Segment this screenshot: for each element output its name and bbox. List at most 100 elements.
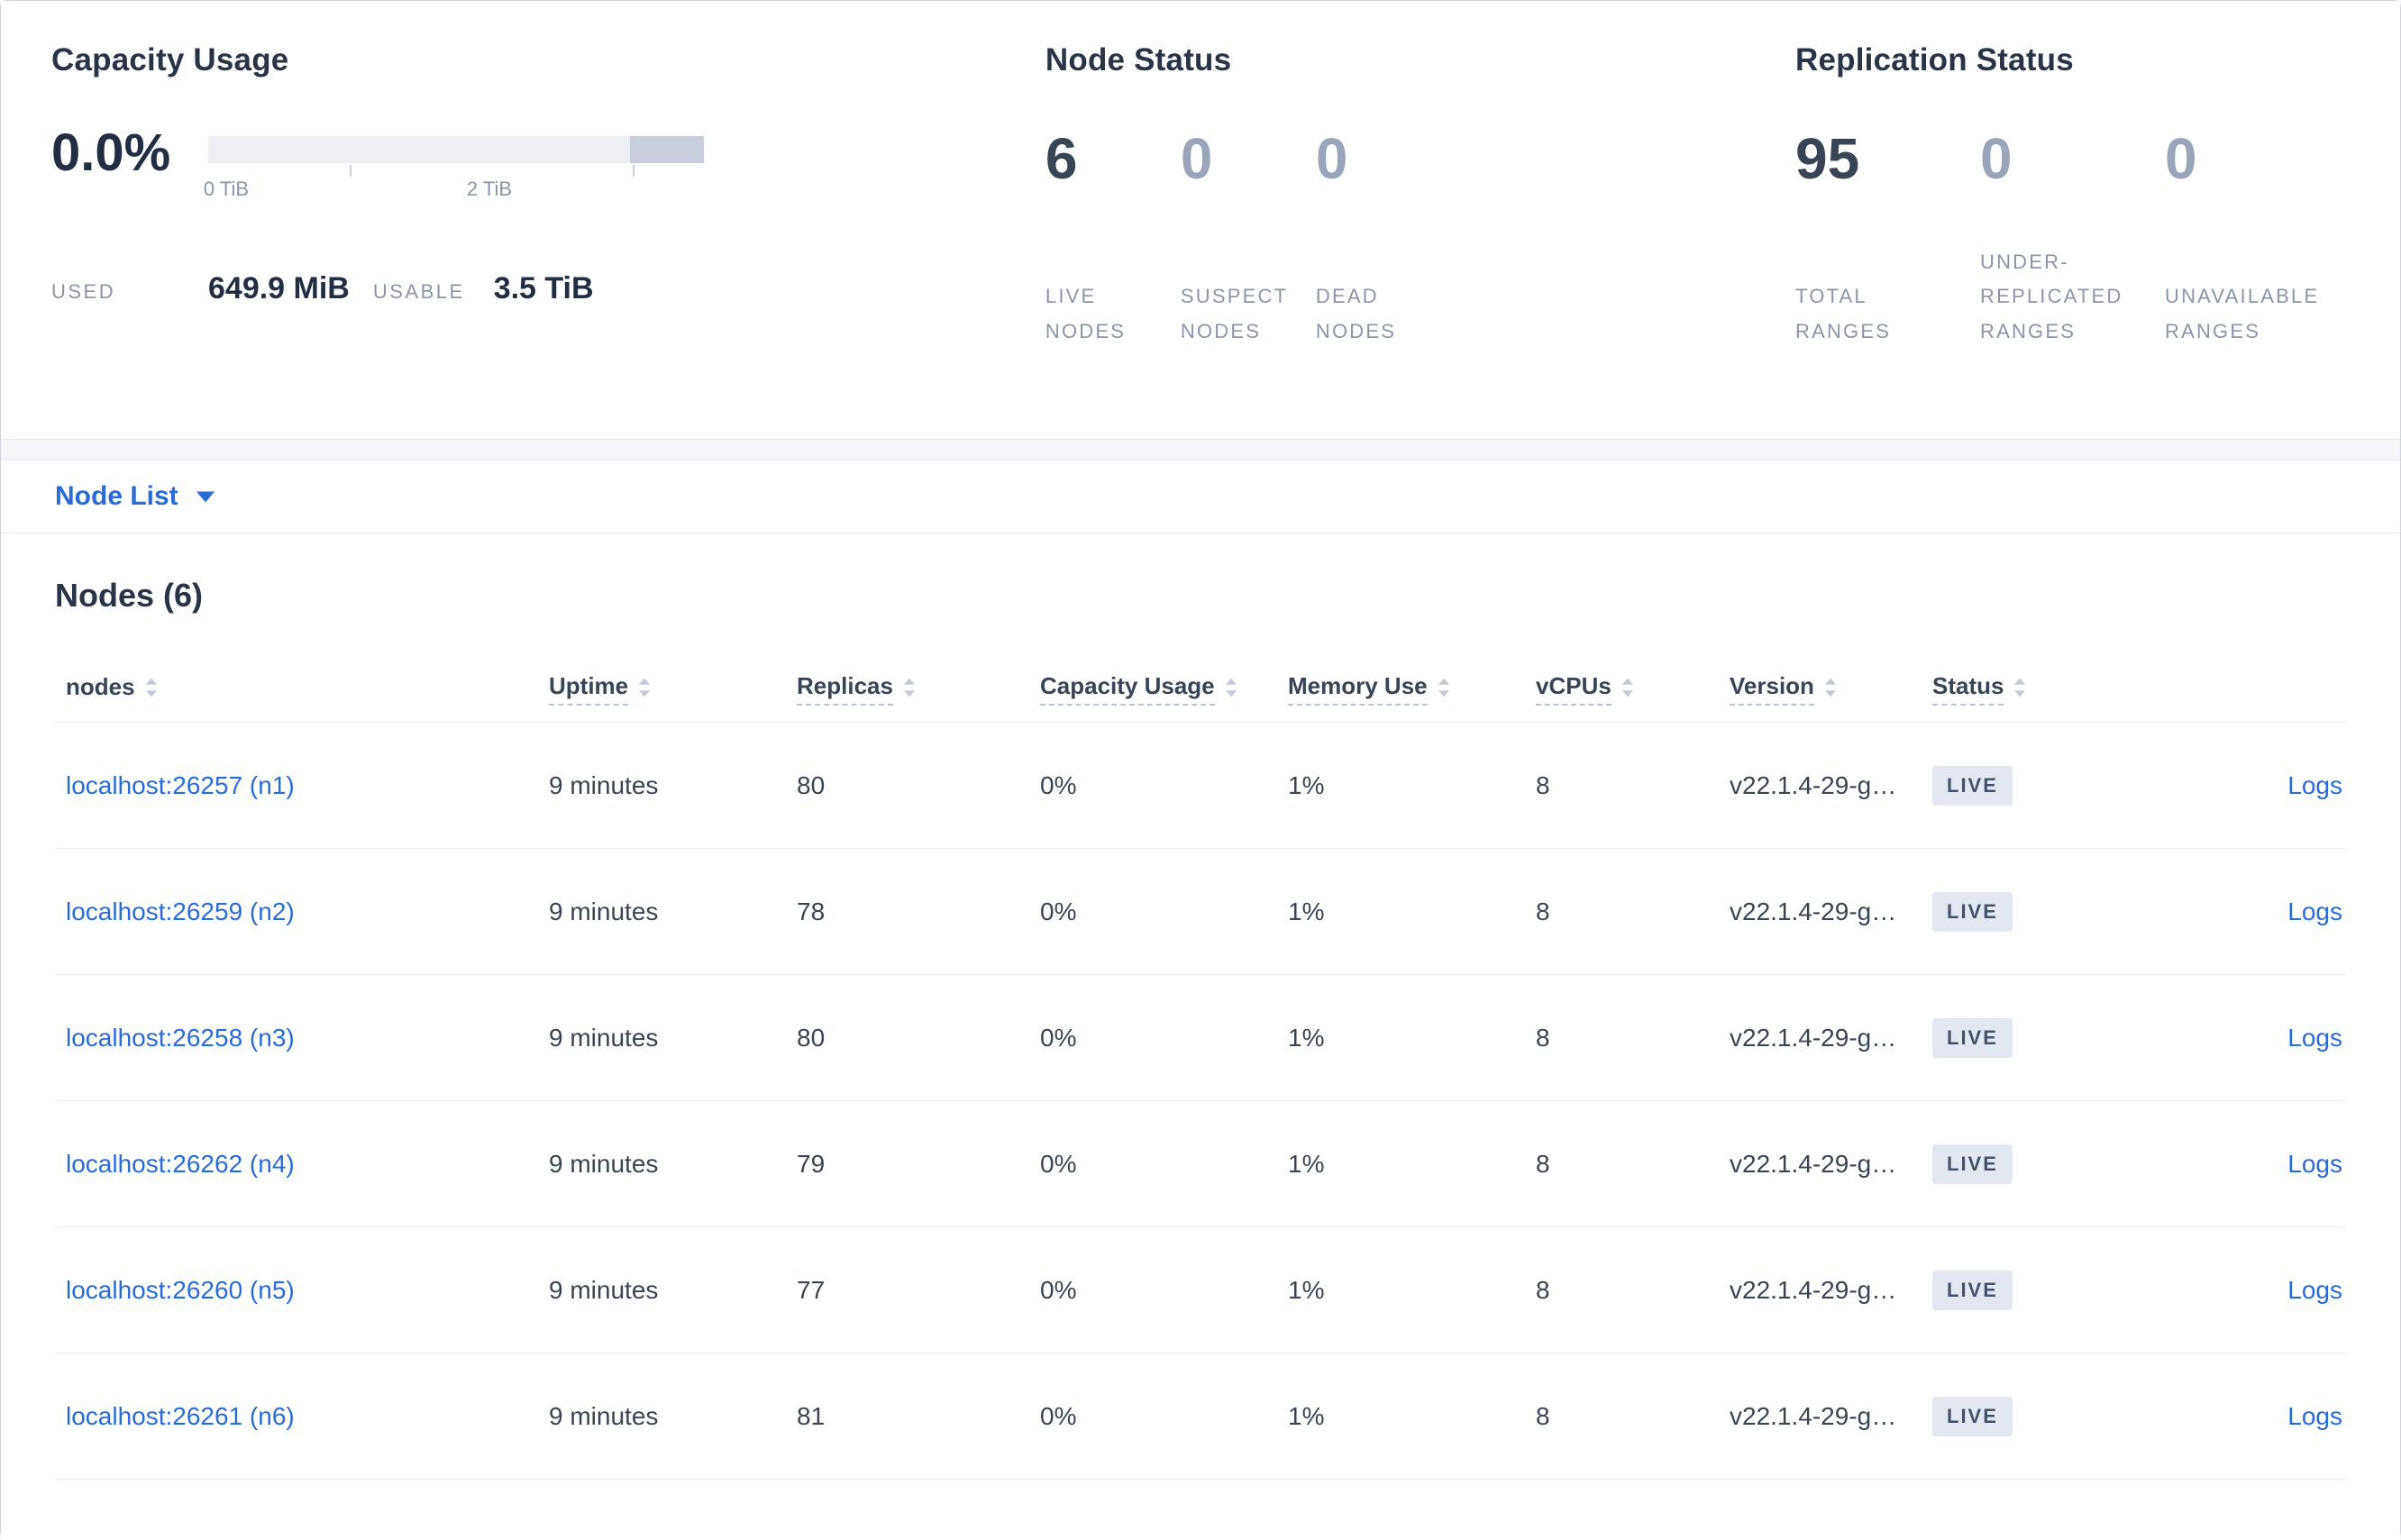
- column-header-memory-use[interactable]: Memory Use: [1288, 672, 1536, 706]
- node-status-card: Node Status 6 LIVE NODES 0 SUSPECT NODES…: [1045, 42, 1795, 396]
- column-header-nodes[interactable]: nodes: [55, 673, 549, 705]
- unavailable-ranges-stat: 0 UNAVAILABLE RANGES: [2165, 128, 2350, 349]
- unavailable-ranges-label: UNAVAILABLE RANGES: [2165, 285, 2320, 342]
- sort-icon[interactable]: [1224, 677, 1238, 698]
- nodes-table-body: localhost:26257 (n1) 9 minutes 80 0% 1% 8 v22.…: [55, 723, 2346, 1480]
- memory-use-cell: 1%: [1288, 1149, 1325, 1178]
- column-header-label: Memory Use: [1288, 672, 1428, 706]
- node-link[interactable]: localhost:26258 (n3): [66, 1023, 295, 1052]
- column-header-label: Uptime: [549, 672, 629, 706]
- node-link[interactable]: localhost:26259 (n2): [66, 897, 295, 925]
- sort-icon[interactable]: [2013, 677, 2027, 698]
- suspect-nodes-value: 0: [1180, 126, 1213, 191]
- status-badge: LIVE: [1932, 891, 2013, 932]
- capacity-usage-cell: 0%: [1040, 1401, 1077, 1430]
- vcpus-cell: 8: [1536, 897, 1550, 925]
- column-header-label: Version: [1730, 672, 1814, 706]
- version-cell: v22.1.4-29-g…: [1730, 1401, 1897, 1430]
- table-row: localhost:26261 (n6) 9 minutes 81 0% 1% 8 v22.…: [55, 1353, 2346, 1480]
- table-row: localhost:26259 (n2) 9 minutes 78 0% 1% 8 v22.…: [55, 849, 2346, 975]
- logs-link[interactable]: Logs: [2287, 1023, 2342, 1052]
- suspect-nodes-label: SUSPECT NODES: [1180, 285, 1288, 342]
- usable-value: 3.5 TiB: [493, 271, 594, 305]
- sort-icon[interactable]: [1620, 677, 1635, 698]
- replicas-cell: 80: [797, 770, 826, 799]
- column-header-vcpus[interactable]: vCPUs: [1536, 672, 1730, 706]
- memory-use-cell: 1%: [1288, 770, 1325, 799]
- capacity-usage-card: Capacity Usage 0.0% 0 TiB 2 TiB USED 649…: [51, 42, 1045, 396]
- axis-tick-label: 2 TiB: [466, 178, 513, 200]
- column-header-status[interactable]: Status: [1932, 672, 2180, 706]
- column-header-capacity-usage[interactable]: Capacity Usage: [1040, 672, 1288, 706]
- replicas-cell: 81: [797, 1401, 826, 1430]
- under-replicated-ranges-value: 0: [1980, 126, 2013, 191]
- sort-icon[interactable]: [902, 677, 917, 698]
- status-badge: LIVE: [1932, 1144, 2013, 1184]
- under-replicated-ranges-label: UNDER-REPLICATED RANGES: [1980, 250, 2123, 342]
- node-list-bar: Node List: [1, 460, 2400, 533]
- column-header-version[interactable]: Version: [1730, 672, 1932, 706]
- capacity-usage-cell: 0%: [1040, 1275, 1077, 1304]
- node-link[interactable]: localhost:26257 (n1): [66, 770, 295, 799]
- logs-link[interactable]: Logs: [2287, 897, 2342, 925]
- version-cell: v22.1.4-29-g…: [1730, 770, 1897, 799]
- column-header-uptime[interactable]: Uptime: [549, 672, 797, 706]
- dead-nodes-stat: 0 DEAD NODES: [1315, 128, 1451, 349]
- table-row: localhost:26260 (n5) 9 minutes 77 0% 1% 8 v22.…: [55, 1227, 2346, 1353]
- sort-icon[interactable]: [1823, 677, 1838, 698]
- memory-use-cell: 1%: [1288, 1275, 1325, 1304]
- status-badge: LIVE: [1932, 765, 2013, 806]
- logs-link[interactable]: Logs: [2287, 1275, 2342, 1304]
- version-cell: v22.1.4-29-g…: [1730, 1023, 1897, 1052]
- uptime-cell: 9 minutes: [549, 1275, 659, 1304]
- capacity-usage-cell: 0%: [1040, 770, 1077, 799]
- live-nodes-value: 6: [1045, 126, 1078, 191]
- vcpus-cell: 8: [1536, 1275, 1550, 1304]
- capacity-gauge-bar: [208, 136, 704, 163]
- total-ranges-value: 95: [1795, 126, 1860, 191]
- column-header-label: vCPUs: [1536, 672, 1611, 706]
- nodes-table-card: Nodes (6) nodes Uptime Replicas Capacity Us…: [1, 533, 2400, 1540]
- uptime-cell: 9 minutes: [549, 770, 659, 799]
- logs-link[interactable]: Logs: [2287, 770, 2342, 799]
- vcpus-cell: 8: [1536, 1149, 1550, 1178]
- memory-use-cell: 1%: [1288, 1023, 1325, 1052]
- logs-link[interactable]: Logs: [2287, 1149, 2342, 1178]
- memory-use-cell: 1%: [1288, 1401, 1325, 1430]
- status-badge: LIVE: [1932, 1270, 2013, 1310]
- status-badge: LIVE: [1932, 1017, 2013, 1058]
- replicas-cell: 78: [797, 897, 826, 925]
- used-label: USED: [51, 280, 116, 303]
- node-link[interactable]: localhost:26260 (n5): [66, 1275, 295, 1304]
- uptime-cell: 9 minutes: [549, 1149, 659, 1178]
- sort-icon[interactable]: [144, 677, 159, 698]
- node-list-dropdown-label: Node List: [55, 481, 178, 511]
- version-cell: v22.1.4-29-g…: [1730, 897, 1897, 925]
- live-nodes-stat: 6 LIVE NODES: [1045, 126, 1181, 349]
- uptime-cell: 9 minutes: [549, 1023, 659, 1052]
- replicas-cell: 79: [797, 1149, 826, 1178]
- capacity-usage-cell: 0%: [1040, 1149, 1077, 1178]
- table-row: localhost:26258 (n3) 9 minutes 80 0% 1% 8 v22.…: [55, 975, 2346, 1101]
- table-header-row: nodes Uptime Replicas Capacity Usage Memory …: [55, 656, 2346, 723]
- used-value: 649.9 MiB: [208, 271, 350, 305]
- logs-link[interactable]: Logs: [2287, 1401, 2342, 1430]
- capacity-usage-cell: 0%: [1040, 897, 1077, 925]
- table-row: localhost:26262 (n4) 9 minutes 79 0% 1% 8 v22.…: [55, 1101, 2346, 1227]
- vcpus-cell: 8: [1536, 1401, 1550, 1430]
- under-replicated-ranges-stat: 0 UNDER-REPLICATED RANGES: [1980, 126, 2165, 349]
- sort-icon[interactable]: [637, 677, 652, 698]
- capacity-percent: 0.0%: [51, 123, 171, 182]
- sort-icon[interactable]: [1437, 677, 1451, 698]
- node-link[interactable]: localhost:26261 (n6): [66, 1401, 295, 1430]
- capacity-detail: USED 649.9 MiB USABLE 3.5 TiB: [51, 271, 1045, 306]
- capacity-gauge-bar-end-segment: [630, 136, 704, 163]
- usable-label: USABLE: [372, 280, 465, 303]
- capacity-gauge-axis: 0 TiB 2 TiB: [204, 163, 704, 201]
- column-header-replicas[interactable]: Replicas: [797, 672, 1040, 706]
- node-link[interactable]: localhost:26262 (n4): [66, 1149, 295, 1178]
- capacity-gauge: 0 TiB 2 TiB: [204, 136, 704, 201]
- node-list-dropdown[interactable]: Node List: [55, 481, 215, 512]
- total-ranges-stat: 95 TOTAL RANGES: [1795, 126, 1980, 349]
- dead-nodes-label: DEAD NODES: [1315, 285, 1397, 342]
